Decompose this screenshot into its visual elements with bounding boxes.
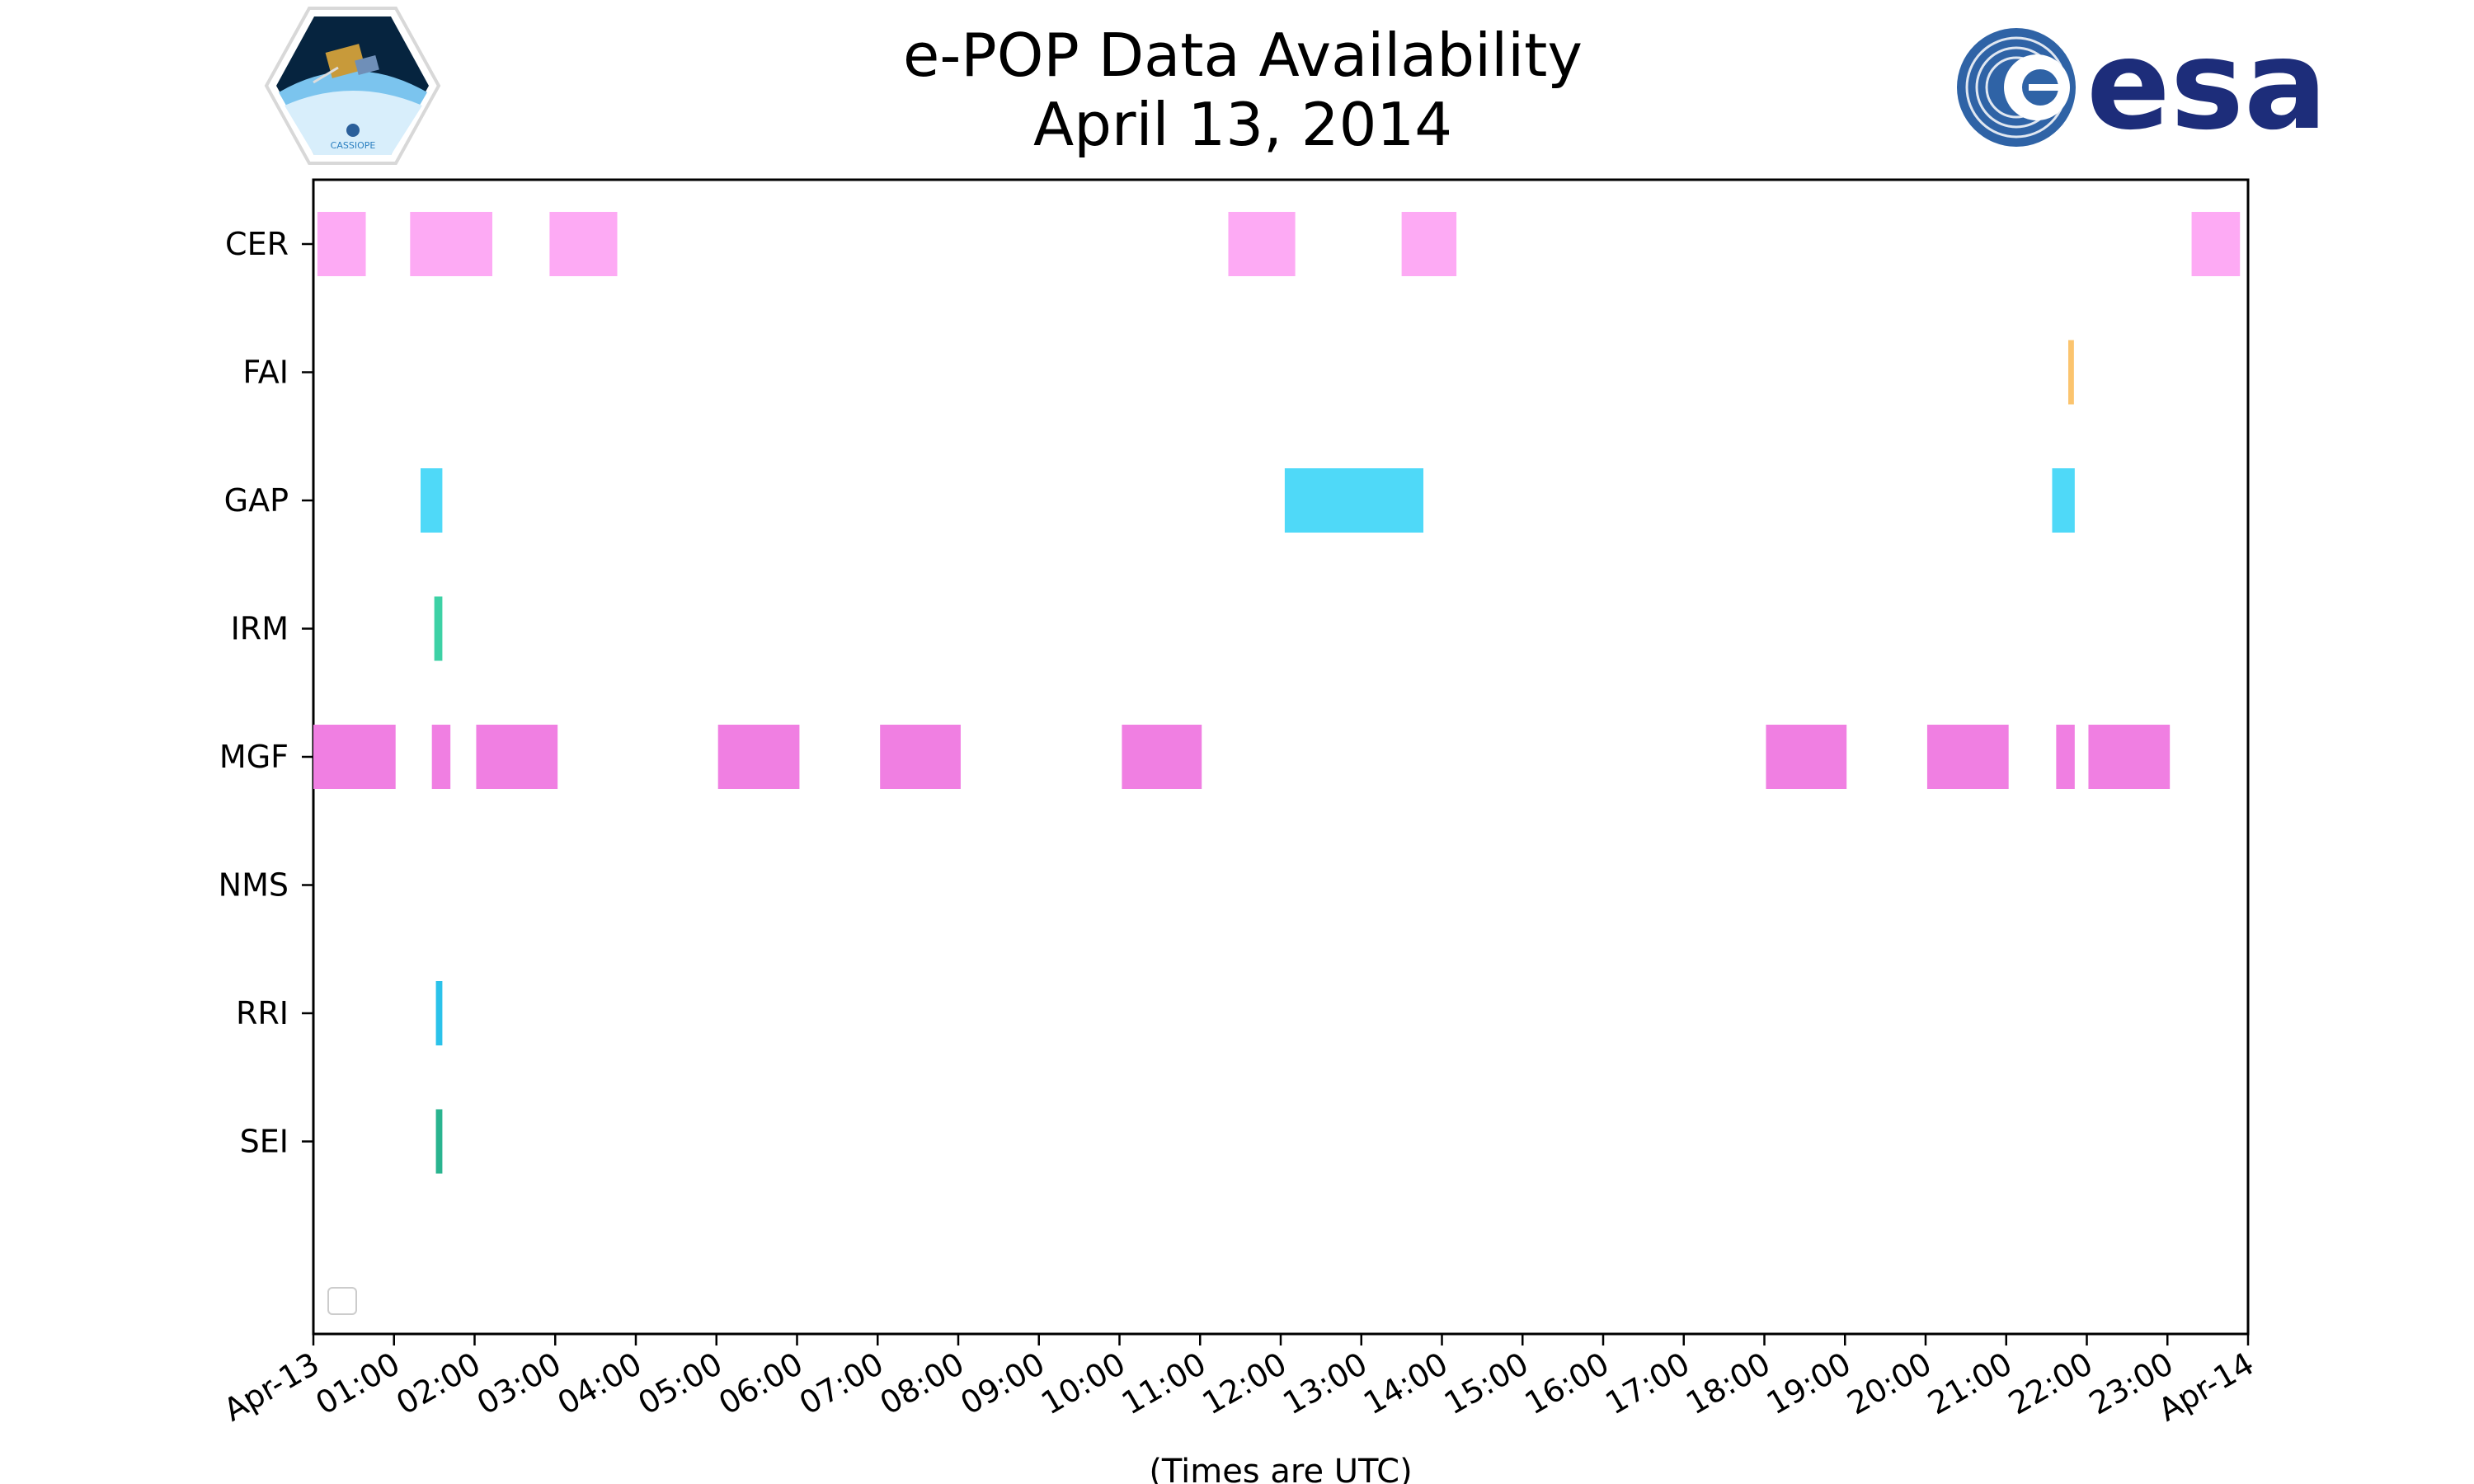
x-tick-label-11: 11:00 xyxy=(1116,1345,1212,1422)
x-tick-label-2: 02:00 xyxy=(390,1345,487,1422)
bar-fai-0 xyxy=(2068,340,2074,405)
x-tick-label-24: Apr-14 xyxy=(2152,1345,2260,1429)
x-tick-label-0: Apr-13 xyxy=(218,1345,326,1429)
bar-mgf-1 xyxy=(431,725,451,789)
x-tick-label-15: 15:00 xyxy=(1438,1345,1535,1422)
bar-mgf-7 xyxy=(1926,725,2009,789)
bar-mgf-4 xyxy=(880,725,961,789)
bar-mgf-3 xyxy=(717,725,800,789)
y-tick-label-gap: GAP xyxy=(224,482,289,519)
chart-subtitle: April 13, 2014 xyxy=(1033,90,1452,159)
x-tick-label-12: 12:00 xyxy=(1197,1345,1293,1422)
x-tick-label-7: 07:00 xyxy=(793,1345,890,1422)
x-tick-label-21: 21:00 xyxy=(1921,1345,2018,1422)
x-tick-label-3: 03:00 xyxy=(471,1345,567,1422)
cassiope-logo: CASSIOPE xyxy=(264,7,441,165)
bar-cer-3 xyxy=(1228,212,1296,276)
bar-rri-0 xyxy=(435,981,443,1045)
bar-gap-2 xyxy=(2052,468,2075,533)
y-tick-label-nms: NMS xyxy=(219,867,289,904)
bar-gap-1 xyxy=(1284,468,1424,533)
bar-gap-0 xyxy=(421,468,443,533)
x-tick-label-9: 09:00 xyxy=(954,1345,1051,1422)
plot-area xyxy=(312,178,2250,1336)
x-tick-label-1: 01:00 xyxy=(309,1345,406,1422)
bar-mgf-2 xyxy=(476,725,558,789)
bar-irm-0 xyxy=(434,596,443,661)
bar-mgf-8 xyxy=(2056,725,2075,789)
y-axis: CER FAI GAP IRM MGF NMS RRI SEI xyxy=(219,226,313,1160)
bar-sei-0 xyxy=(435,1109,443,1174)
chart-title: e-POP Data Availability xyxy=(903,21,1583,90)
x-tick-label-10: 10:00 xyxy=(1035,1345,1131,1422)
x-tick-label-17: 17:00 xyxy=(1599,1345,1696,1422)
y-tick-label-mgf: MGF xyxy=(219,739,289,775)
x-tick-label-16: 16:00 xyxy=(1519,1345,1616,1422)
x-tick-label-4: 04:00 xyxy=(552,1345,648,1422)
x-tick-label-5: 05:00 xyxy=(632,1345,728,1422)
bar-cer-5 xyxy=(2191,212,2241,276)
x-axis: Apr-1301:0002:0003:0004:0005:0006:0007:0… xyxy=(218,1334,2260,1428)
legend xyxy=(327,1287,357,1315)
x-tick-label-18: 18:00 xyxy=(1680,1345,1776,1422)
bar-cer-1 xyxy=(410,212,493,276)
svg-text:CASSIOPE: CASSIOPE xyxy=(331,140,376,151)
bar-mgf-6 xyxy=(1766,725,1847,789)
bar-cer-4 xyxy=(1401,212,1457,276)
bar-mgf-5 xyxy=(1122,725,1202,789)
y-tick-label-irm: IRM xyxy=(231,611,289,647)
x-tick-label-19: 19:00 xyxy=(1761,1345,1857,1422)
svg-text:esa: esa xyxy=(2086,14,2327,157)
x-tick-label-6: 06:00 xyxy=(713,1345,809,1422)
esa-logo: esa xyxy=(1957,14,2327,157)
bar-cer-2 xyxy=(549,212,618,276)
satellite-icon xyxy=(313,44,379,84)
x-tick-label-14: 14:00 xyxy=(1357,1345,1454,1422)
y-tick-label-sei: SEI xyxy=(240,1124,289,1160)
bar-cer-0 xyxy=(317,212,366,276)
x-tick-label-22: 22:00 xyxy=(2002,1345,2099,1422)
bars-layer xyxy=(313,212,2241,1174)
x-tick-label-13: 13:00 xyxy=(1277,1345,1373,1422)
x-tick-label-20: 20:00 xyxy=(1841,1345,1938,1422)
x-axis-label: (Times are UTC) xyxy=(1149,1453,1412,1484)
bar-mgf-0 xyxy=(313,725,396,789)
y-tick-label-fai: FAI xyxy=(242,355,289,391)
y-tick-label-cer: CER xyxy=(225,226,289,262)
x-tick-label-8: 08:00 xyxy=(874,1345,971,1422)
bar-mgf-9 xyxy=(2088,725,2171,789)
y-tick-label-rri: RRI xyxy=(236,995,289,1031)
